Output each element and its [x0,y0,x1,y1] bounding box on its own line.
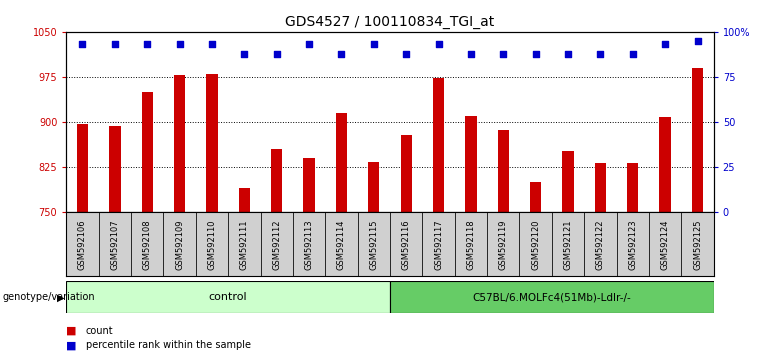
Point [238,51,250,56]
Text: ■: ■ [66,326,76,336]
Bar [487,212,519,276]
Bar [66,212,99,276]
Text: GSM592120: GSM592120 [531,219,541,269]
Bar [390,281,714,313]
Bar [390,212,423,276]
Bar [325,212,358,276]
Bar [368,162,380,212]
Bar [659,117,671,212]
Point [691,38,704,44]
Text: GSM592114: GSM592114 [337,219,346,269]
Point [206,42,218,47]
Text: count: count [86,326,113,336]
Bar [465,116,477,212]
Text: ▶: ▶ [57,292,65,302]
Bar [293,212,325,276]
Point [141,42,154,47]
Point [659,42,672,47]
Bar [66,281,390,313]
Bar [76,124,88,212]
Text: GSM592111: GSM592111 [239,219,249,269]
Text: GSM592107: GSM592107 [110,219,119,270]
Point [335,51,348,56]
Text: GSM592108: GSM592108 [143,219,152,270]
Bar [239,188,250,212]
Bar [562,151,574,212]
Bar [498,130,509,212]
Bar [109,126,121,212]
Bar [682,212,714,276]
Text: percentile rank within the sample: percentile rank within the sample [86,340,251,350]
Bar [519,212,552,276]
Bar [530,182,541,212]
Text: GSM592119: GSM592119 [498,219,508,269]
Point [626,51,639,56]
Text: GSM592109: GSM592109 [175,219,184,269]
Point [76,42,89,47]
Bar [164,212,196,276]
Bar [196,212,229,276]
Bar [433,78,445,212]
Bar [141,92,153,212]
Bar [335,113,347,212]
Point [400,51,413,56]
Bar [423,212,455,276]
Bar [594,163,606,212]
Text: GSM592106: GSM592106 [78,219,87,270]
Bar [692,68,704,212]
Bar [99,212,131,276]
Point [367,42,380,47]
Text: GSM592123: GSM592123 [628,219,637,270]
Bar [649,212,682,276]
Text: GSM592115: GSM592115 [369,219,378,269]
Text: GSM592116: GSM592116 [402,219,411,270]
Point [497,51,509,56]
Text: genotype/variation: genotype/variation [2,292,95,302]
Text: GSM592110: GSM592110 [207,219,217,269]
Bar [174,75,186,212]
Point [108,42,121,47]
Bar [552,212,584,276]
Text: GSM592125: GSM592125 [693,219,702,269]
Bar [206,74,218,212]
Point [432,42,445,47]
Point [271,51,283,56]
Title: GDS4527 / 100110834_TGI_at: GDS4527 / 100110834_TGI_at [285,16,495,29]
Bar [584,212,617,276]
Bar [131,212,164,276]
Text: GSM592122: GSM592122 [596,219,605,269]
Bar [261,212,293,276]
Text: ■: ■ [66,340,76,350]
Point [562,51,574,56]
Bar [229,212,261,276]
Bar [617,212,649,276]
Text: GSM592124: GSM592124 [661,219,670,269]
Text: GSM592118: GSM592118 [466,219,476,270]
Bar [627,163,639,212]
Point [173,42,186,47]
Bar [358,212,390,276]
Point [594,51,607,56]
Bar [271,149,282,212]
Text: GSM592113: GSM592113 [304,219,314,270]
Point [303,42,315,47]
Point [465,51,477,56]
Bar [400,135,412,212]
Text: GSM592121: GSM592121 [563,219,573,269]
Bar [455,212,487,276]
Bar [303,158,315,212]
Text: C57BL/6.MOLFc4(51Mb)-Ldlr-/-: C57BL/6.MOLFc4(51Mb)-Ldlr-/- [473,292,631,302]
Text: control: control [209,292,247,302]
Text: GSM592117: GSM592117 [434,219,443,270]
Point [530,51,542,56]
Text: GSM592112: GSM592112 [272,219,282,269]
